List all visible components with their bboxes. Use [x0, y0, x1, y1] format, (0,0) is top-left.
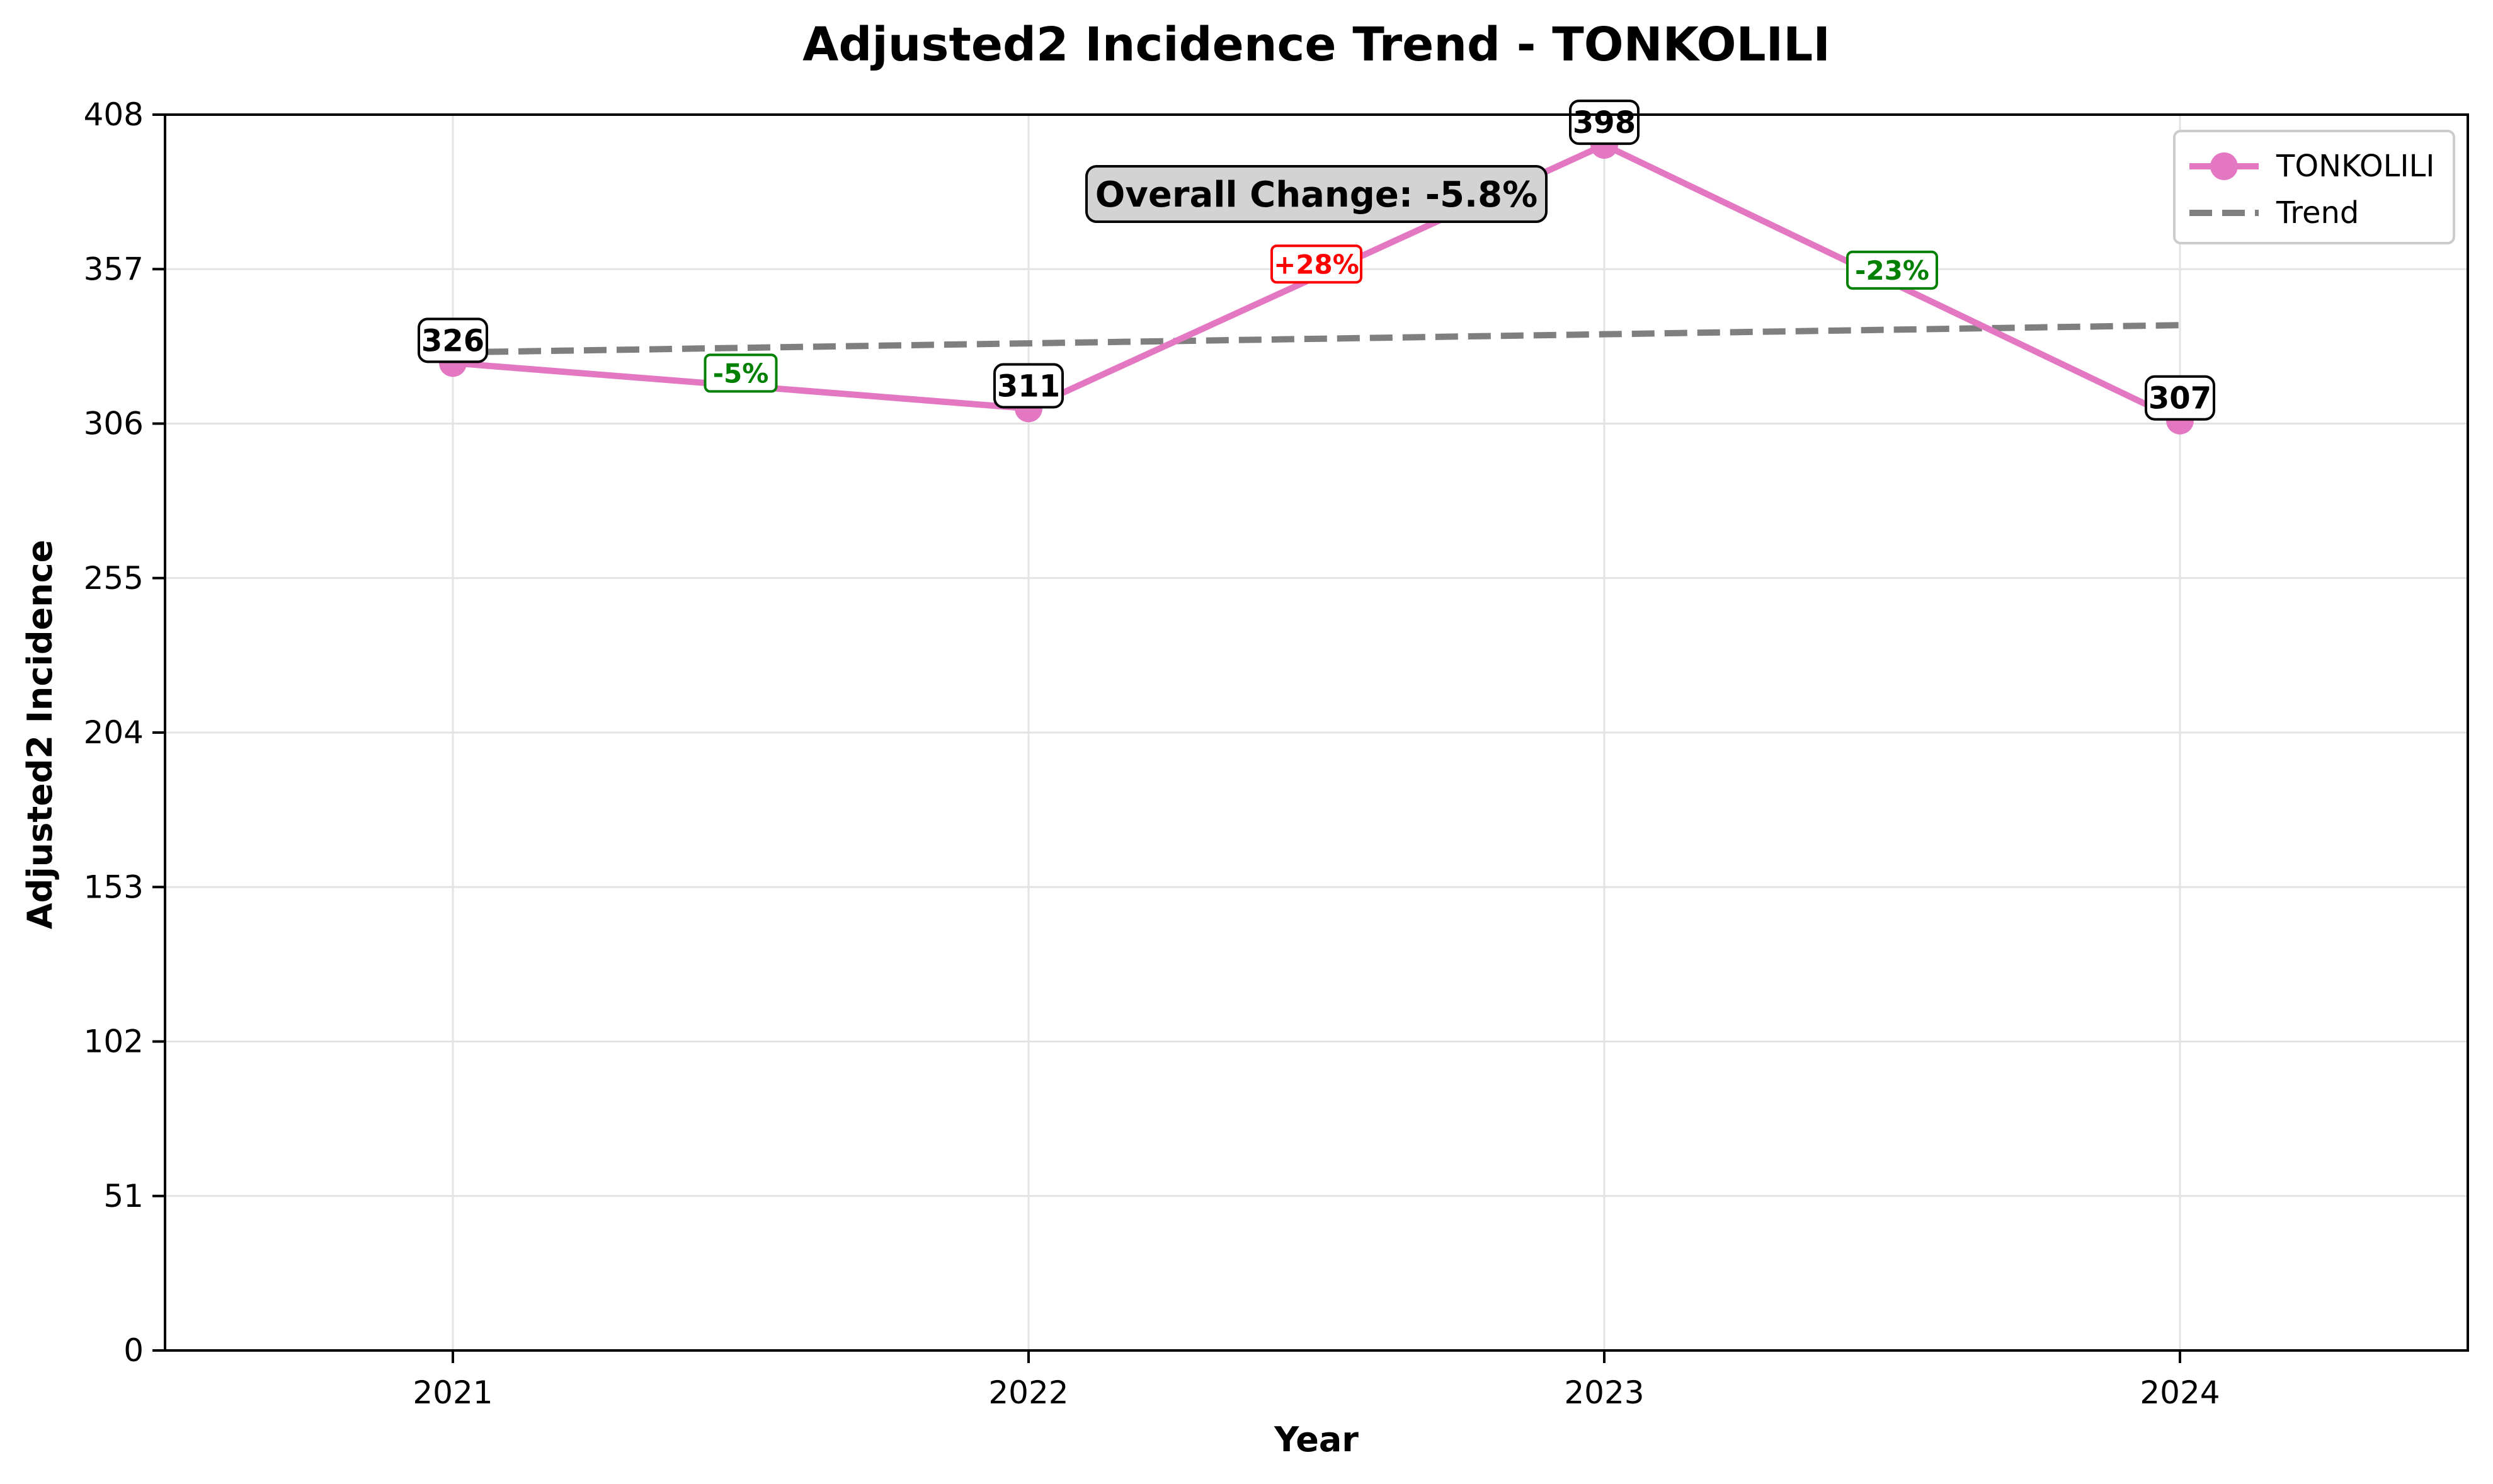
trend-layer: [452, 322, 2181, 356]
x-axis-label: Year: [1274, 1420, 1359, 1459]
x-tick-label: 2023: [1564, 1374, 1644, 1411]
y-tick-label: 153: [84, 869, 144, 905]
value-label: 326: [421, 323, 484, 358]
y-tick-label: 204: [84, 714, 144, 751]
value-label-box: [2145, 375, 2215, 421]
y-tick-label: 0: [123, 1332, 144, 1369]
y-tick-label: 102: [84, 1024, 144, 1060]
chart-title: Adjusted2 Incidence Trend - TONKOLILI: [802, 18, 1830, 72]
change-label-box: [704, 353, 778, 393]
y-tick-label: 51: [103, 1178, 144, 1214]
overall-change-box: [1085, 165, 1548, 223]
change-label: -23%: [1855, 255, 1929, 286]
x-tick-label: 2022: [988, 1374, 1068, 1411]
trend-line: [452, 322, 2181, 356]
change-label-box: [1846, 250, 1938, 290]
value-label: 307: [2148, 381, 2211, 416]
change-label: -5%: [713, 358, 769, 389]
overall-change-label: Overall Change: -5.8%: [1095, 174, 1538, 215]
legend-label-tonkolili: TONKOLILI: [2276, 149, 2434, 184]
y-tick-label: 408: [84, 96, 144, 133]
x-tick-label: 2021: [413, 1374, 493, 1411]
legend: TONKOLILI Trend: [2173, 130, 2455, 244]
change-label: +28%: [1274, 249, 1359, 280]
axis-layer: 0 51 102 153 204 255 306 357 408 2021 2022 2023 2024: [84, 96, 2469, 1411]
annotation-layer: 326 311 398 307 -5% +28% -23% Overall Change: -…: [418, 100, 2215, 421]
legend-marker-tonkolili: [2210, 152, 2238, 180]
value-label-box: [993, 363, 1064, 409]
y-tick-label: 357: [84, 251, 144, 287]
legend-label-trend: Trend: [2276, 195, 2359, 231]
value-label-box: [418, 317, 488, 363]
change-label-box: [1270, 244, 1362, 284]
x-tick-label: 2024: [2140, 1374, 2220, 1411]
y-tick-label: 255: [84, 560, 144, 596]
y-axis-label: Adjusted2 Incidence: [20, 540, 60, 929]
value-label: 311: [997, 368, 1060, 404]
value-label: 398: [1573, 105, 1636, 140]
y-tick-label: 306: [84, 406, 144, 442]
value-label-box: [1569, 100, 1640, 146]
